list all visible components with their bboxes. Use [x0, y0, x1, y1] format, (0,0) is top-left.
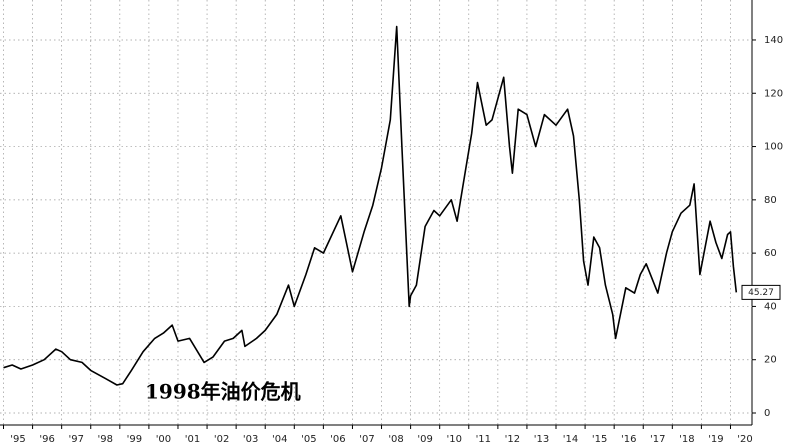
x-tick-label: '01: [185, 434, 200, 445]
x-tick-label: '03: [243, 434, 258, 445]
x-tick-label: '17: [650, 434, 665, 445]
x-tick-label: '07: [359, 434, 374, 445]
x-tick-label: '97: [68, 434, 83, 445]
x-tick-label: '08: [388, 434, 403, 445]
y-tick-label: 140: [764, 35, 783, 46]
x-tick-label: '06: [330, 434, 345, 445]
price-line: [3, 25, 738, 386]
x-tick-label: '10: [446, 434, 461, 445]
y-tick-label: 100: [764, 142, 783, 153]
annotation: 1998年油价危机: [145, 380, 301, 404]
x-tick-label: '00: [156, 434, 171, 445]
x-tick-label: '95: [10, 434, 25, 445]
y-tick-label: 60: [764, 248, 777, 259]
x-tick-label: '98: [98, 434, 113, 445]
y-tick-label: 80: [764, 195, 777, 206]
x-tick-label: '09: [417, 434, 432, 445]
x-tick-label: '96: [39, 434, 54, 445]
x-tick-label: '99: [127, 434, 142, 445]
x-tick-label: '14: [563, 434, 578, 445]
plot: 0 20 40 60 80 100 120 140 '95 '96 '97 '98 '99 '00 '01 '…: [0, 0, 783, 445]
last-value-box: [741, 284, 781, 300]
x-tick-label: '20: [737, 434, 752, 445]
x-tick-label: '02: [214, 434, 229, 445]
x-tick-label: '19: [708, 434, 723, 445]
y-tick-label: 120: [764, 88, 783, 99]
y-tick-label: 40: [764, 301, 777, 312]
y-tick-label: 20: [764, 355, 777, 366]
x-tick-label: '12: [505, 434, 520, 445]
x-tick-label: '15: [592, 434, 607, 445]
x-tick-label: '16: [621, 434, 636, 445]
x-tick-label: '05: [301, 434, 316, 445]
last-value-label: 45.27: [748, 288, 774, 298]
x-tick-label: '13: [534, 434, 549, 445]
y-tick-label: 0: [764, 408, 770, 419]
x-tick-label: '11: [476, 434, 491, 445]
x-tick-label: '18: [679, 434, 694, 445]
x-tick-label: '04: [272, 434, 287, 445]
